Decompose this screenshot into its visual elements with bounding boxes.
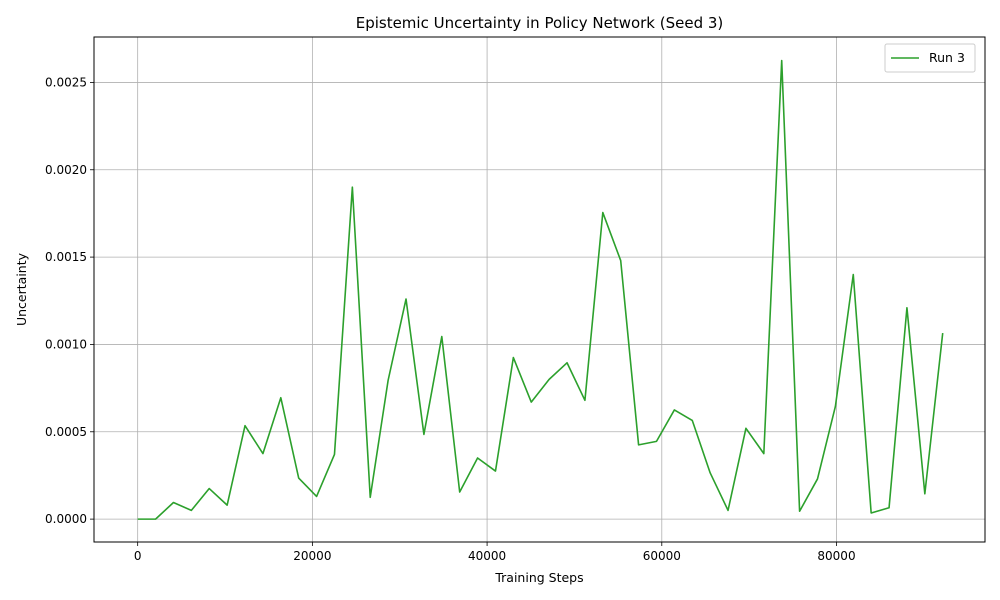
legend-label-run-3: Run 3 — [929, 50, 965, 65]
x-tick-label: 60000 — [643, 549, 681, 563]
x-tick-label: 20000 — [293, 549, 331, 563]
x-axis-title: Training Steps — [494, 570, 583, 585]
grid-lines — [94, 37, 985, 542]
y-tick-label: 0.0005 — [45, 425, 87, 439]
y-tick-label: 0.0025 — [45, 75, 87, 89]
y-tick-label: 0.0020 — [45, 163, 87, 177]
x-tick-label: 80000 — [817, 549, 855, 563]
chart-title: Epistemic Uncertainty in Policy Network … — [356, 14, 724, 32]
series-layer — [137, 59, 944, 520]
x-tick-label: 0 — [134, 549, 142, 563]
plot-frame — [93, 36, 986, 543]
x-tick-label: 40000 — [468, 549, 506, 563]
y-axis-ticks: 0.0000 0.0005 0.0010 0.0015 0.0020 0.0025 — [45, 75, 94, 526]
y-axis-title: Uncertainty — [14, 252, 29, 326]
y-tick-label: 0.0015 — [45, 250, 87, 264]
x-axis-ticks: 0 20000 40000 60000 80000 — [134, 542, 856, 563]
y-tick-label: 0.0000 — [45, 512, 87, 526]
legend: Run 3 — [884, 43, 976, 73]
legend-box — [884, 43, 976, 73]
y-tick-label: 0.0010 — [45, 337, 87, 351]
series-line-run-3 — [137, 59, 944, 520]
